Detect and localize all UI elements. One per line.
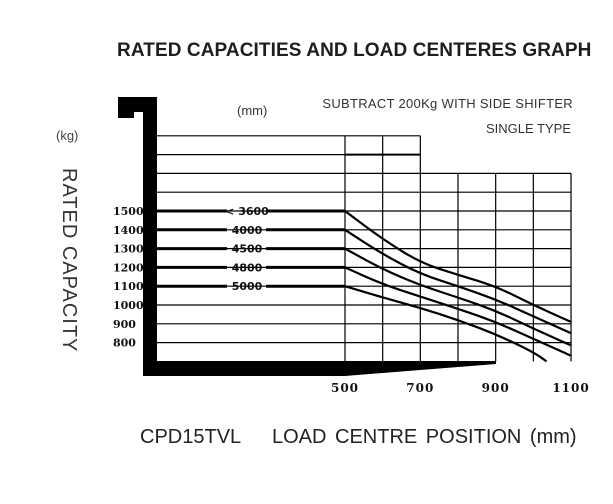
capacity-curve <box>344 285 548 363</box>
mast-height-labels: < 3600 4000 4500 4800 5000 <box>225 205 269 293</box>
y-tick-label: 1000 <box>113 299 144 312</box>
x-axis-ticks: 500 700 900 1100 <box>331 381 589 395</box>
x-tick-label: 700 <box>406 381 434 395</box>
mast-height-label: < 3600 <box>225 205 269 218</box>
y-tick-label: 1200 <box>113 261 144 274</box>
capacity-curve <box>344 228 572 335</box>
y-tick-label: 1400 <box>113 224 144 237</box>
capacity-curve <box>344 210 572 323</box>
y-axis-ticks: 1500 1400 1300 1200 1100 1000 900 800 <box>113 205 144 350</box>
y-axis-unit: (kg) <box>56 128 79 143</box>
x-tick-label: 500 <box>331 381 359 395</box>
y-tick-label: 800 <box>113 337 136 350</box>
x-tick-label: 1100 <box>552 381 589 395</box>
y-axis-label: RATED CAPACITY <box>58 168 80 353</box>
mast-height-unit-label: (mm) <box>237 103 268 118</box>
y-tick-label: 1500 <box>113 205 144 218</box>
x-tick-label: 900 <box>482 381 510 395</box>
capacity-curve <box>344 266 572 357</box>
mast-height-label: 5000 <box>232 280 263 293</box>
y-tick-label: 900 <box>113 318 136 331</box>
capacity-curves <box>157 209 572 363</box>
side-shifter-note: SUBTRACT 200Kg WITH SIDE SHIFTER <box>322 96 573 111</box>
fork-silhouette <box>118 97 496 376</box>
mast-height-label: 4800 <box>232 261 263 274</box>
mast-height-label: 4000 <box>232 224 263 237</box>
y-tick-label: 1100 <box>113 280 144 293</box>
model-label: CPD15TVL <box>140 426 242 448</box>
x-axis-label: LOAD CENTRE POSITION (mm) <box>272 426 577 448</box>
chart-title: RATED CAPACITIES AND LOAD CENTERES GRAPH <box>117 40 592 61</box>
type-note: SINGLE TYPE <box>485 121 571 136</box>
y-tick-label: 1300 <box>113 243 144 256</box>
capacity-curve <box>344 247 572 347</box>
mast-height-label: 4500 <box>232 243 263 256</box>
